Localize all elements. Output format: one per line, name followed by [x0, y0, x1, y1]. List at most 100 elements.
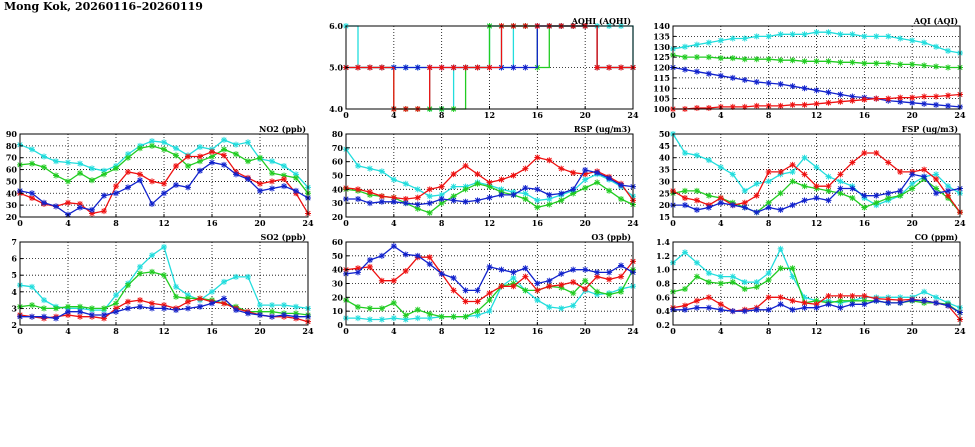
- so2-red-point: [197, 295, 203, 302]
- no2-cyan-point: [293, 171, 299, 178]
- co-blue-point: [693, 304, 700, 311]
- aqhi-red-point: [378, 64, 385, 71]
- rsp-cyan-point: [438, 191, 445, 198]
- y-tick-label: 30: [659, 176, 671, 186]
- o3-blue-point: [402, 251, 409, 258]
- y-tick-label: 0.8: [656, 279, 670, 289]
- x-tick-label: 8: [439, 110, 445, 120]
- o3-red-point: [474, 298, 481, 305]
- rsp-green-point: [618, 196, 625, 203]
- x-tick-label: 24: [627, 218, 639, 228]
- no2-blue-point: [89, 206, 95, 213]
- o3-green-point: [438, 313, 445, 320]
- x-tick-label: 8: [766, 218, 772, 228]
- so2-red-point: [221, 300, 227, 307]
- fsp-blue-point: [921, 173, 928, 180]
- aqi-blue-point: [705, 70, 712, 77]
- x-tick-label: 20: [580, 326, 592, 336]
- rsp-red-point: [570, 169, 577, 176]
- y-tick-label: 120: [653, 63, 670, 73]
- fsp-blue-point: [777, 206, 784, 213]
- no2-cyan-point: [281, 163, 287, 170]
- aqi-green-point: [753, 56, 760, 63]
- co-red-point: [717, 301, 724, 308]
- rsp-blue-point: [606, 175, 613, 182]
- so2-red-point: [149, 300, 155, 307]
- so2-blue-point: [293, 313, 299, 320]
- no2-green-point: [77, 170, 83, 177]
- no2-cyan-point: [125, 151, 131, 158]
- o3-green-point: [606, 291, 613, 298]
- aqi-blue-point: [681, 66, 688, 73]
- co-green-point: [861, 297, 868, 304]
- fsp-blue-point: [801, 197, 808, 204]
- fsp-green-point: [765, 199, 772, 206]
- y-tick-label: 125: [653, 52, 670, 62]
- aqhi-red-point: [486, 64, 493, 71]
- so2-red-point: [185, 298, 191, 305]
- x-tick-label: 20: [254, 326, 266, 336]
- no2-blue-point: [149, 200, 155, 207]
- y-tick-label: 5: [11, 270, 17, 280]
- so2-blue-point: [221, 295, 227, 302]
- x-tick-label: 4: [391, 326, 397, 336]
- co-blue-point: [789, 306, 796, 313]
- co-green-point: [777, 265, 784, 272]
- x-tick-label: 0: [343, 326, 349, 336]
- so2-blue-point: [65, 308, 71, 315]
- so2-green-point: [269, 308, 275, 315]
- aqi-red-point: [825, 99, 832, 106]
- o3-red-point: [366, 263, 373, 270]
- rsp-green-point: [486, 183, 493, 190]
- aqi-blue-point: [693, 68, 700, 75]
- no2-green-point: [221, 146, 227, 153]
- co-cyan-point: [753, 279, 760, 286]
- rsp-cyan-point: [426, 193, 433, 200]
- aqi-green-point: [933, 63, 940, 70]
- fsp-green-point: [885, 195, 892, 202]
- rsp-cyan-point: [402, 180, 409, 187]
- co-green-point: [681, 286, 688, 293]
- rsp-green-point: [570, 190, 577, 197]
- so2-blue-point: [197, 303, 203, 310]
- rsp-green-point: [558, 197, 565, 204]
- so2-cyan-point: [29, 283, 35, 290]
- y-tick-label: 130: [653, 42, 670, 52]
- aqi-blue-point: [933, 101, 940, 108]
- fsp-red-point: [813, 183, 820, 190]
- co-red-point: [885, 296, 892, 303]
- no2-cyan-point: [233, 141, 239, 148]
- co-chart-title: CO (ppm): [915, 232, 959, 242]
- aqi-cyan-point: [897, 35, 904, 42]
- o3-green-point: [378, 305, 385, 312]
- no2-cyan-point: [89, 165, 95, 172]
- co-blue-point: [825, 301, 832, 308]
- fsp-cyan-point: [813, 164, 820, 171]
- co-red-point: [777, 294, 784, 301]
- fsp-chart-title: FSP (ug/m3): [902, 124, 958, 134]
- rsp-blue-point: [558, 190, 565, 197]
- x-tick-label: 8: [766, 110, 772, 120]
- rsp-cyan-point: [378, 168, 385, 175]
- fsp-red-point: [885, 159, 892, 166]
- fsp-green-point: [873, 199, 880, 206]
- fsp-red-point: [777, 168, 784, 175]
- fsp-blue-point: [789, 202, 796, 209]
- no2-blue-point: [113, 190, 119, 197]
- x-tick-label: 0: [670, 110, 676, 120]
- o3-blue-point: [606, 269, 613, 276]
- aqi-green-point: [717, 55, 724, 62]
- aqi-green-point: [729, 55, 736, 62]
- so2-blue-point: [245, 310, 251, 317]
- co-green-point: [729, 279, 736, 286]
- y-tick-label: 0: [337, 320, 343, 330]
- aqi-blue-point: [909, 99, 916, 106]
- fsp-blue-point: [741, 204, 748, 211]
- o3-cyan-point: [366, 316, 373, 323]
- rsp-red-point: [510, 172, 517, 179]
- fsp-blue-point: [705, 204, 712, 211]
- aqi-green-point: [873, 60, 880, 67]
- fsp-cyan-point: [837, 178, 844, 185]
- aqi-cyan-point: [945, 47, 952, 54]
- aqi-red-point: [801, 101, 808, 108]
